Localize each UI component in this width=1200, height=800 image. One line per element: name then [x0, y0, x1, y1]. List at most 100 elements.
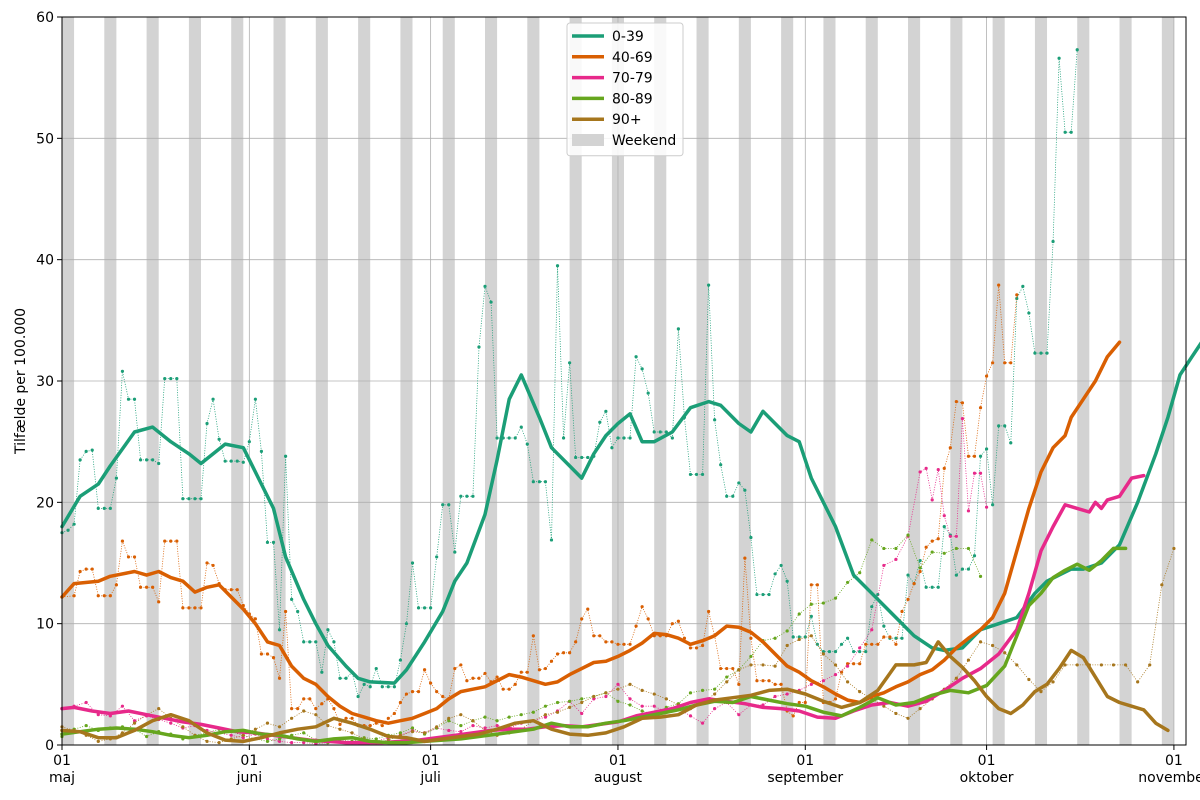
daily-point — [894, 546, 898, 551]
daily-point — [900, 609, 904, 614]
daily-point — [755, 592, 759, 597]
daily-point — [749, 535, 753, 540]
daily-point — [894, 557, 898, 561]
daily-point — [954, 546, 958, 551]
daily-point — [151, 585, 155, 589]
daily-point — [785, 692, 789, 696]
daily-point — [151, 458, 155, 462]
daily-point — [580, 617, 584, 621]
daily-point — [815, 583, 819, 587]
daily-point — [447, 728, 451, 733]
daily-point — [719, 666, 723, 671]
daily-point — [707, 283, 711, 287]
daily-point — [984, 505, 989, 509]
daily-point — [767, 679, 771, 683]
daily-point — [604, 694, 608, 699]
daily-point — [296, 707, 300, 711]
daily-point — [845, 664, 850, 668]
daily-point — [193, 606, 197, 610]
daily-point — [918, 558, 922, 563]
daily-point — [229, 459, 233, 463]
daily-point — [936, 585, 940, 589]
daily-point — [290, 740, 294, 745]
daily-point — [96, 594, 100, 598]
daily-point — [918, 707, 922, 711]
daily-point — [876, 642, 880, 646]
daily-point — [948, 446, 952, 450]
daily-point — [1045, 351, 1049, 355]
daily-point — [398, 658, 403, 662]
daily-point — [1111, 663, 1116, 667]
daily-point — [235, 459, 239, 463]
daily-point — [972, 471, 977, 475]
daily-point — [634, 624, 638, 628]
y-tick-label: 50 — [36, 131, 54, 147]
daily-point — [223, 459, 227, 463]
daily-point — [924, 585, 928, 589]
daily-point — [616, 682, 620, 686]
daily-point — [96, 739, 100, 743]
daily-point — [193, 497, 197, 501]
daily-point — [90, 567, 94, 571]
daily-point — [410, 561, 415, 565]
daily-point — [791, 635, 795, 639]
daily-point — [960, 401, 965, 405]
daily-point — [314, 640, 318, 644]
daily-point — [791, 714, 795, 718]
daily-point — [495, 436, 499, 440]
daily-point — [773, 664, 777, 668]
daily-point — [561, 651, 566, 655]
daily-point — [1039, 351, 1043, 355]
daily-point — [549, 659, 554, 663]
daily-point — [157, 461, 161, 466]
daily-point — [459, 723, 463, 728]
daily-point — [175, 376, 179, 381]
daily-point — [320, 702, 324, 706]
daily-point — [1075, 663, 1079, 667]
daily-point — [507, 687, 511, 691]
series-line-90+ — [60, 640, 1170, 744]
daily-point — [773, 572, 777, 576]
legend-label: 70-79 — [612, 71, 653, 87]
x-tick-label-month: november — [1138, 770, 1200, 786]
daily-point — [821, 601, 826, 605]
daily-point — [1051, 680, 1055, 684]
daily-point — [199, 497, 203, 501]
daily-point — [688, 714, 693, 718]
daily-point — [628, 697, 632, 701]
daily-point — [978, 574, 983, 578]
daily-point — [368, 685, 372, 689]
daily-point — [465, 679, 469, 683]
daily-point — [954, 573, 958, 577]
daily-point — [157, 707, 161, 711]
daily-point — [169, 721, 173, 725]
daily-point — [725, 494, 729, 498]
daily-point — [640, 367, 644, 371]
daily-point — [845, 580, 850, 585]
daily-point — [531, 710, 535, 714]
daily-point — [640, 688, 644, 693]
x-tick-label-month: maj — [49, 770, 75, 786]
daily-point — [568, 651, 572, 655]
daily-point — [966, 567, 971, 571]
daily-point — [1015, 663, 1019, 667]
daily-point — [640, 605, 644, 609]
daily-point — [725, 666, 729, 671]
y-tick-label: 60 — [36, 10, 54, 26]
daily-point — [507, 715, 511, 719]
daily-point — [997, 424, 1001, 428]
daily-point — [259, 652, 264, 656]
daily-point — [918, 470, 922, 474]
daily-point — [948, 534, 952, 538]
daily-point — [960, 567, 965, 571]
daily-point — [145, 734, 149, 739]
daily-point — [1063, 663, 1067, 667]
daily-point — [991, 361, 995, 365]
daily-point — [326, 723, 330, 728]
daily-point — [181, 606, 185, 610]
daily-point — [628, 703, 632, 707]
daily-point — [882, 635, 886, 639]
daily-point — [537, 480, 541, 484]
daily-point — [1063, 130, 1067, 134]
